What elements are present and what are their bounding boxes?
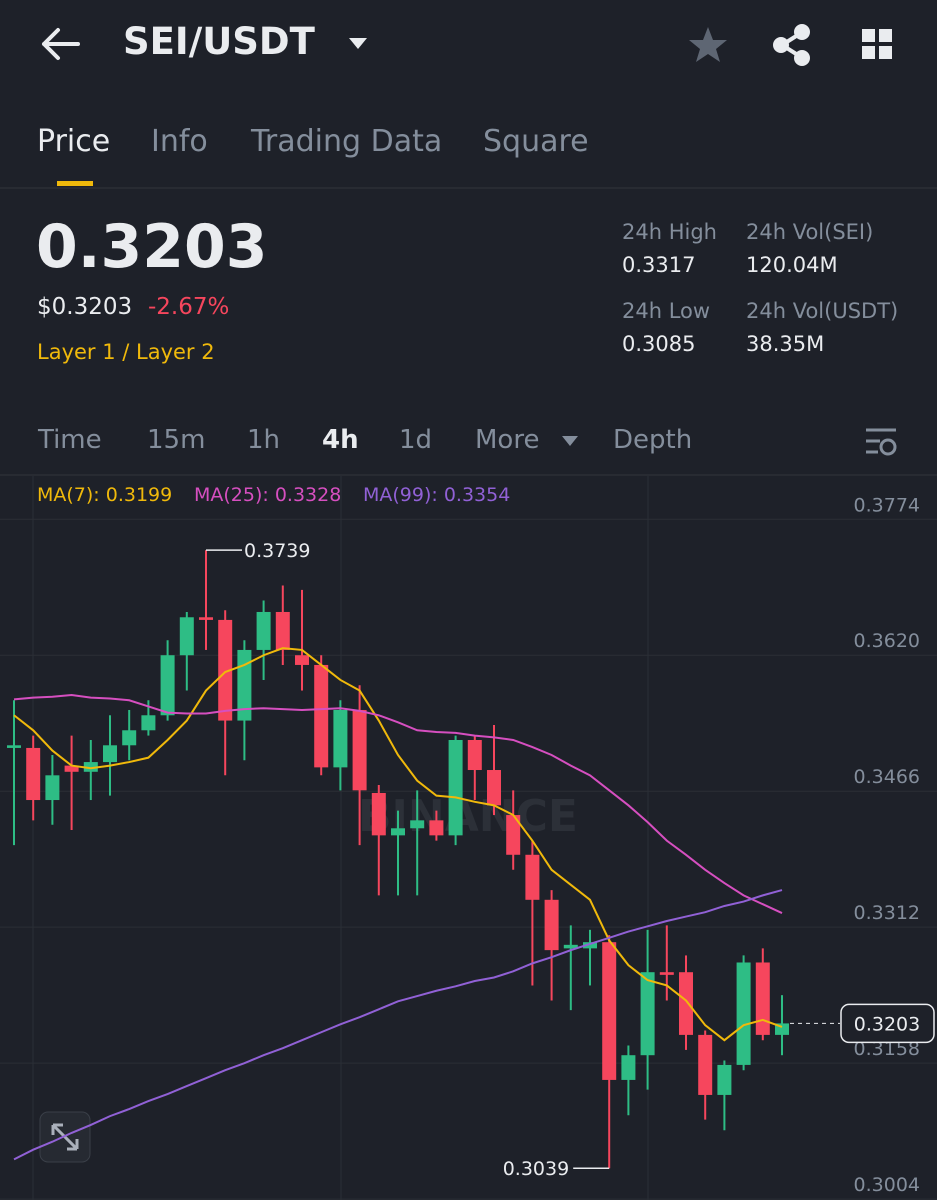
chart: BINANCE 0.37740.36200.34660.33120.31580.… — [0, 476, 937, 1200]
tab[interactable]: Trading Data — [251, 124, 443, 159]
candle-body — [775, 1023, 789, 1035]
stat-label: 24h Vol(USDT) — [746, 299, 899, 323]
candle-body — [256, 611, 271, 650]
candle-body — [371, 792, 386, 836]
candle-body — [698, 1034, 713, 1095]
candle-body — [506, 815, 521, 855]
legend-entry: MA(25): 0.3328 — [194, 484, 341, 506]
candle-body — [659, 972, 674, 975]
candle-body — [160, 655, 175, 716]
candle-body — [218, 619, 233, 721]
stat-label: 24h Low — [622, 299, 711, 323]
interval[interactable]: 1h — [247, 425, 281, 455]
candle-body — [525, 854, 540, 900]
candle-body — [467, 739, 482, 771]
stat-value: 38.35M — [746, 332, 825, 356]
last-price-label: 0.3203 — [854, 1013, 920, 1035]
last-price-box — [840, 1003, 935, 1044]
candle-body — [333, 709, 348, 768]
y-tick-label: 0.3466 — [854, 766, 920, 788]
candle-body — [448, 739, 463, 836]
candle-body — [7, 745, 21, 748]
candle-body — [295, 655, 309, 665]
candle-body — [487, 770, 501, 806]
category-tags[interactable]: Layer 1 / Layer 2 — [37, 340, 215, 364]
y-tick-label: 0.3620 — [854, 630, 920, 652]
tab[interactable]: Info — [151, 124, 208, 159]
candle-body — [736, 962, 751, 1065]
stat-value: 0.3085 — [622, 332, 696, 356]
interval[interactable]: Depth — [613, 425, 693, 455]
candle-body — [179, 617, 194, 656]
candle-body — [410, 820, 425, 829]
candle-body — [103, 745, 117, 763]
stat-value: 0.3317 — [622, 253, 696, 277]
ma-line — [13, 693, 783, 914]
y-tick-label: 0.3158 — [854, 1038, 920, 1060]
candle-body — [429, 820, 444, 836]
candle-body — [237, 649, 252, 721]
favorite-star[interactable] — [689, 27, 727, 62]
stat-label: 24h High — [622, 220, 717, 244]
ma-line — [13, 647, 783, 1042]
chart-settings[interactable] — [866, 428, 897, 456]
interval[interactable]: 4h — [322, 425, 359, 455]
usd-price: $0.3203 — [37, 294, 133, 320]
candle-body — [352, 709, 367, 791]
candle-body — [391, 828, 405, 836]
candle-body — [199, 617, 213, 620]
ma-line — [13, 889, 783, 1161]
share-button[interactable] — [773, 24, 810, 66]
menu-grid[interactable] — [862, 29, 892, 59]
candle-body — [602, 942, 617, 1080]
pair-dropdown[interactable] — [349, 38, 367, 49]
candle-body — [640, 972, 655, 1056]
interval[interactable]: 1d — [399, 425, 433, 455]
interval[interactable]: 15m — [147, 425, 206, 455]
tab[interactable]: Square — [483, 124, 589, 159]
candle-body — [275, 611, 290, 650]
candle-body — [544, 899, 559, 951]
tab[interactable]: Price — [37, 124, 111, 159]
tab-indicator — [57, 181, 93, 186]
candle-body — [141, 715, 156, 731]
candle-body — [583, 942, 597, 949]
y-tick-label: 0.3004 — [854, 1174, 920, 1196]
candle-body — [621, 1055, 636, 1080]
more-dropdown[interactable] — [562, 436, 578, 446]
candle-body — [83, 762, 98, 772]
pair-title[interactable]: SEI/USDT — [123, 20, 315, 63]
candle-body — [26, 747, 41, 801]
top-icons — [0, 24, 937, 476]
y-tick-label: 0.3312 — [854, 902, 920, 924]
price-change: -2.67% — [148, 294, 230, 320]
legend-entry: MA(99): 0.3354 — [363, 484, 510, 506]
interval[interactable]: Time — [38, 425, 102, 455]
stat-value: 120.04M — [746, 253, 838, 277]
stat-label: 24h Vol(SEI) — [746, 220, 874, 244]
legend-entry: MA(7): 0.3199 — [37, 484, 172, 506]
candle-body — [563, 944, 578, 949]
candle-body — [64, 765, 79, 772]
candle-body — [45, 775, 60, 801]
interval[interactable]: More — [475, 425, 540, 455]
y-tick-label: 0.3774 — [854, 494, 920, 516]
candle-body — [717, 1064, 732, 1095]
candle-body — [755, 962, 770, 1035]
candle-body — [122, 730, 137, 746]
back-button[interactable] — [42, 28, 80, 60]
candle-body — [679, 972, 693, 1035]
candle-body — [314, 664, 329, 768]
low-label: 0.3039 — [503, 1158, 569, 1180]
last-price: 0.3203 — [36, 212, 268, 282]
high-label: 0.3739 — [244, 540, 310, 562]
